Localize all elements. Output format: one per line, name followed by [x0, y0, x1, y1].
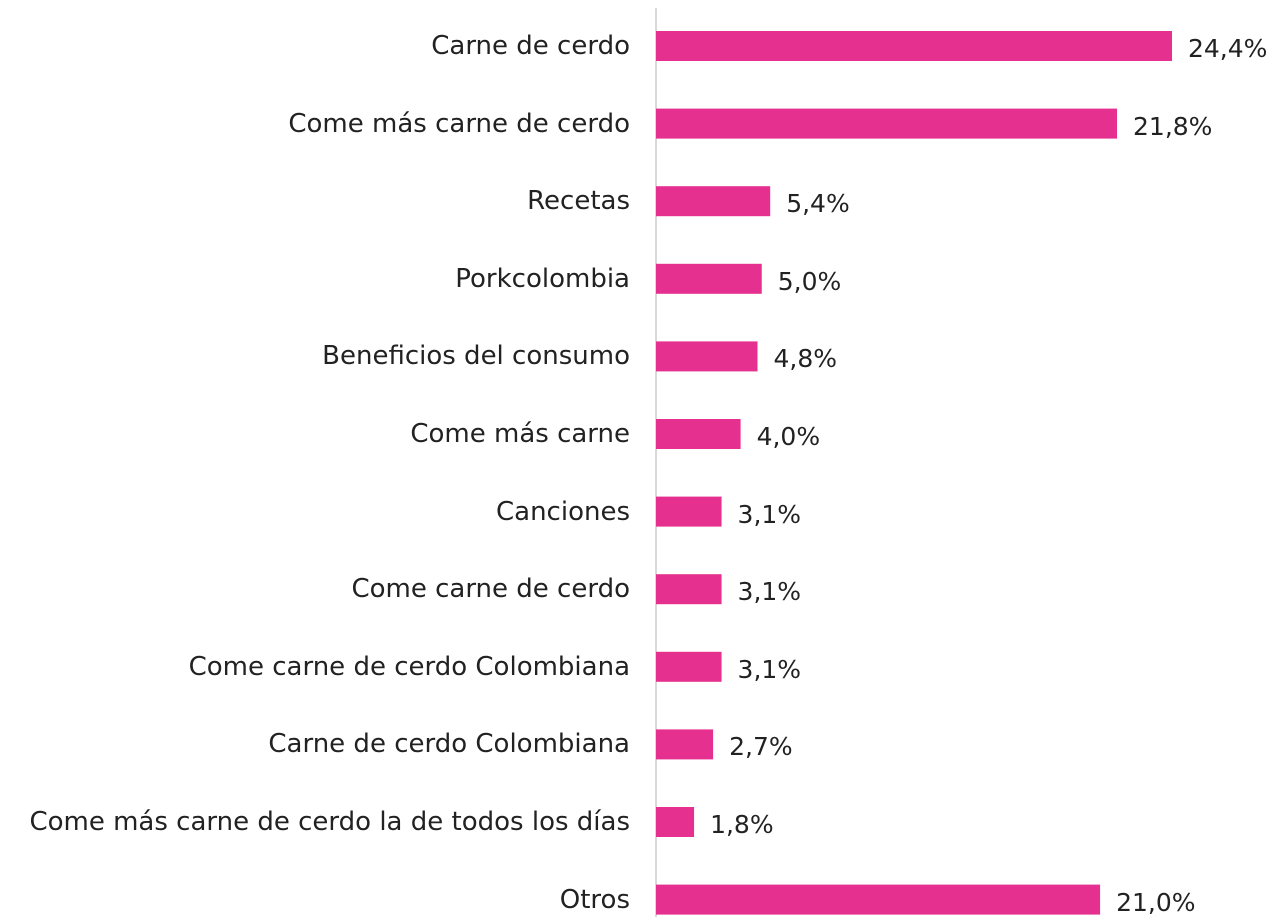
bar	[656, 341, 758, 372]
category-label: Canciones	[495, 496, 630, 527]
category-label: Come más carne de cerdo la de todos los …	[29, 807, 630, 837]
category-label: Otros	[559, 884, 630, 915]
category-label: Recetas	[527, 186, 630, 217]
category-label: Come más carne	[410, 419, 630, 449]
bar	[656, 108, 1118, 139]
category-label: Beneficios del consumo	[322, 341, 630, 372]
bar	[656, 496, 722, 527]
value-label: 1,8%	[710, 810, 774, 839]
value-label: 21,0%	[1116, 887, 1196, 917]
category-label: Come más carne de cerdo	[288, 108, 630, 139]
value-label: 24,4%	[1188, 34, 1268, 63]
category-label: Carne de cerdo	[431, 31, 630, 61]
bar	[656, 807, 695, 837]
value-label: 5,0%	[777, 266, 842, 296]
category-label: Come carne de cerdo Colombiana	[188, 651, 630, 682]
category-label: Come carne de cerdo	[351, 574, 630, 605]
value-label: 4,8%	[773, 344, 838, 374]
bar	[656, 884, 1101, 915]
category-label: Porkcolombia	[455, 263, 630, 294]
value-label: 5,4%	[786, 189, 850, 219]
bar	[656, 263, 762, 294]
value-label: 3,1%	[737, 499, 802, 529]
value-label: 3,1%	[737, 577, 802, 607]
bar	[656, 186, 771, 217]
value-label: 21,8%	[1133, 111, 1213, 141]
value-label: 2,7%	[729, 732, 793, 762]
bar	[656, 574, 722, 605]
bar	[656, 31, 1172, 61]
value-label: 3,1%	[737, 654, 802, 684]
category-label: Carne de cerdo Colombiana	[268, 729, 630, 760]
value-label: 4,0%	[756, 422, 821, 451]
bar	[656, 419, 741, 449]
bar	[656, 651, 722, 682]
bar	[656, 729, 714, 760]
